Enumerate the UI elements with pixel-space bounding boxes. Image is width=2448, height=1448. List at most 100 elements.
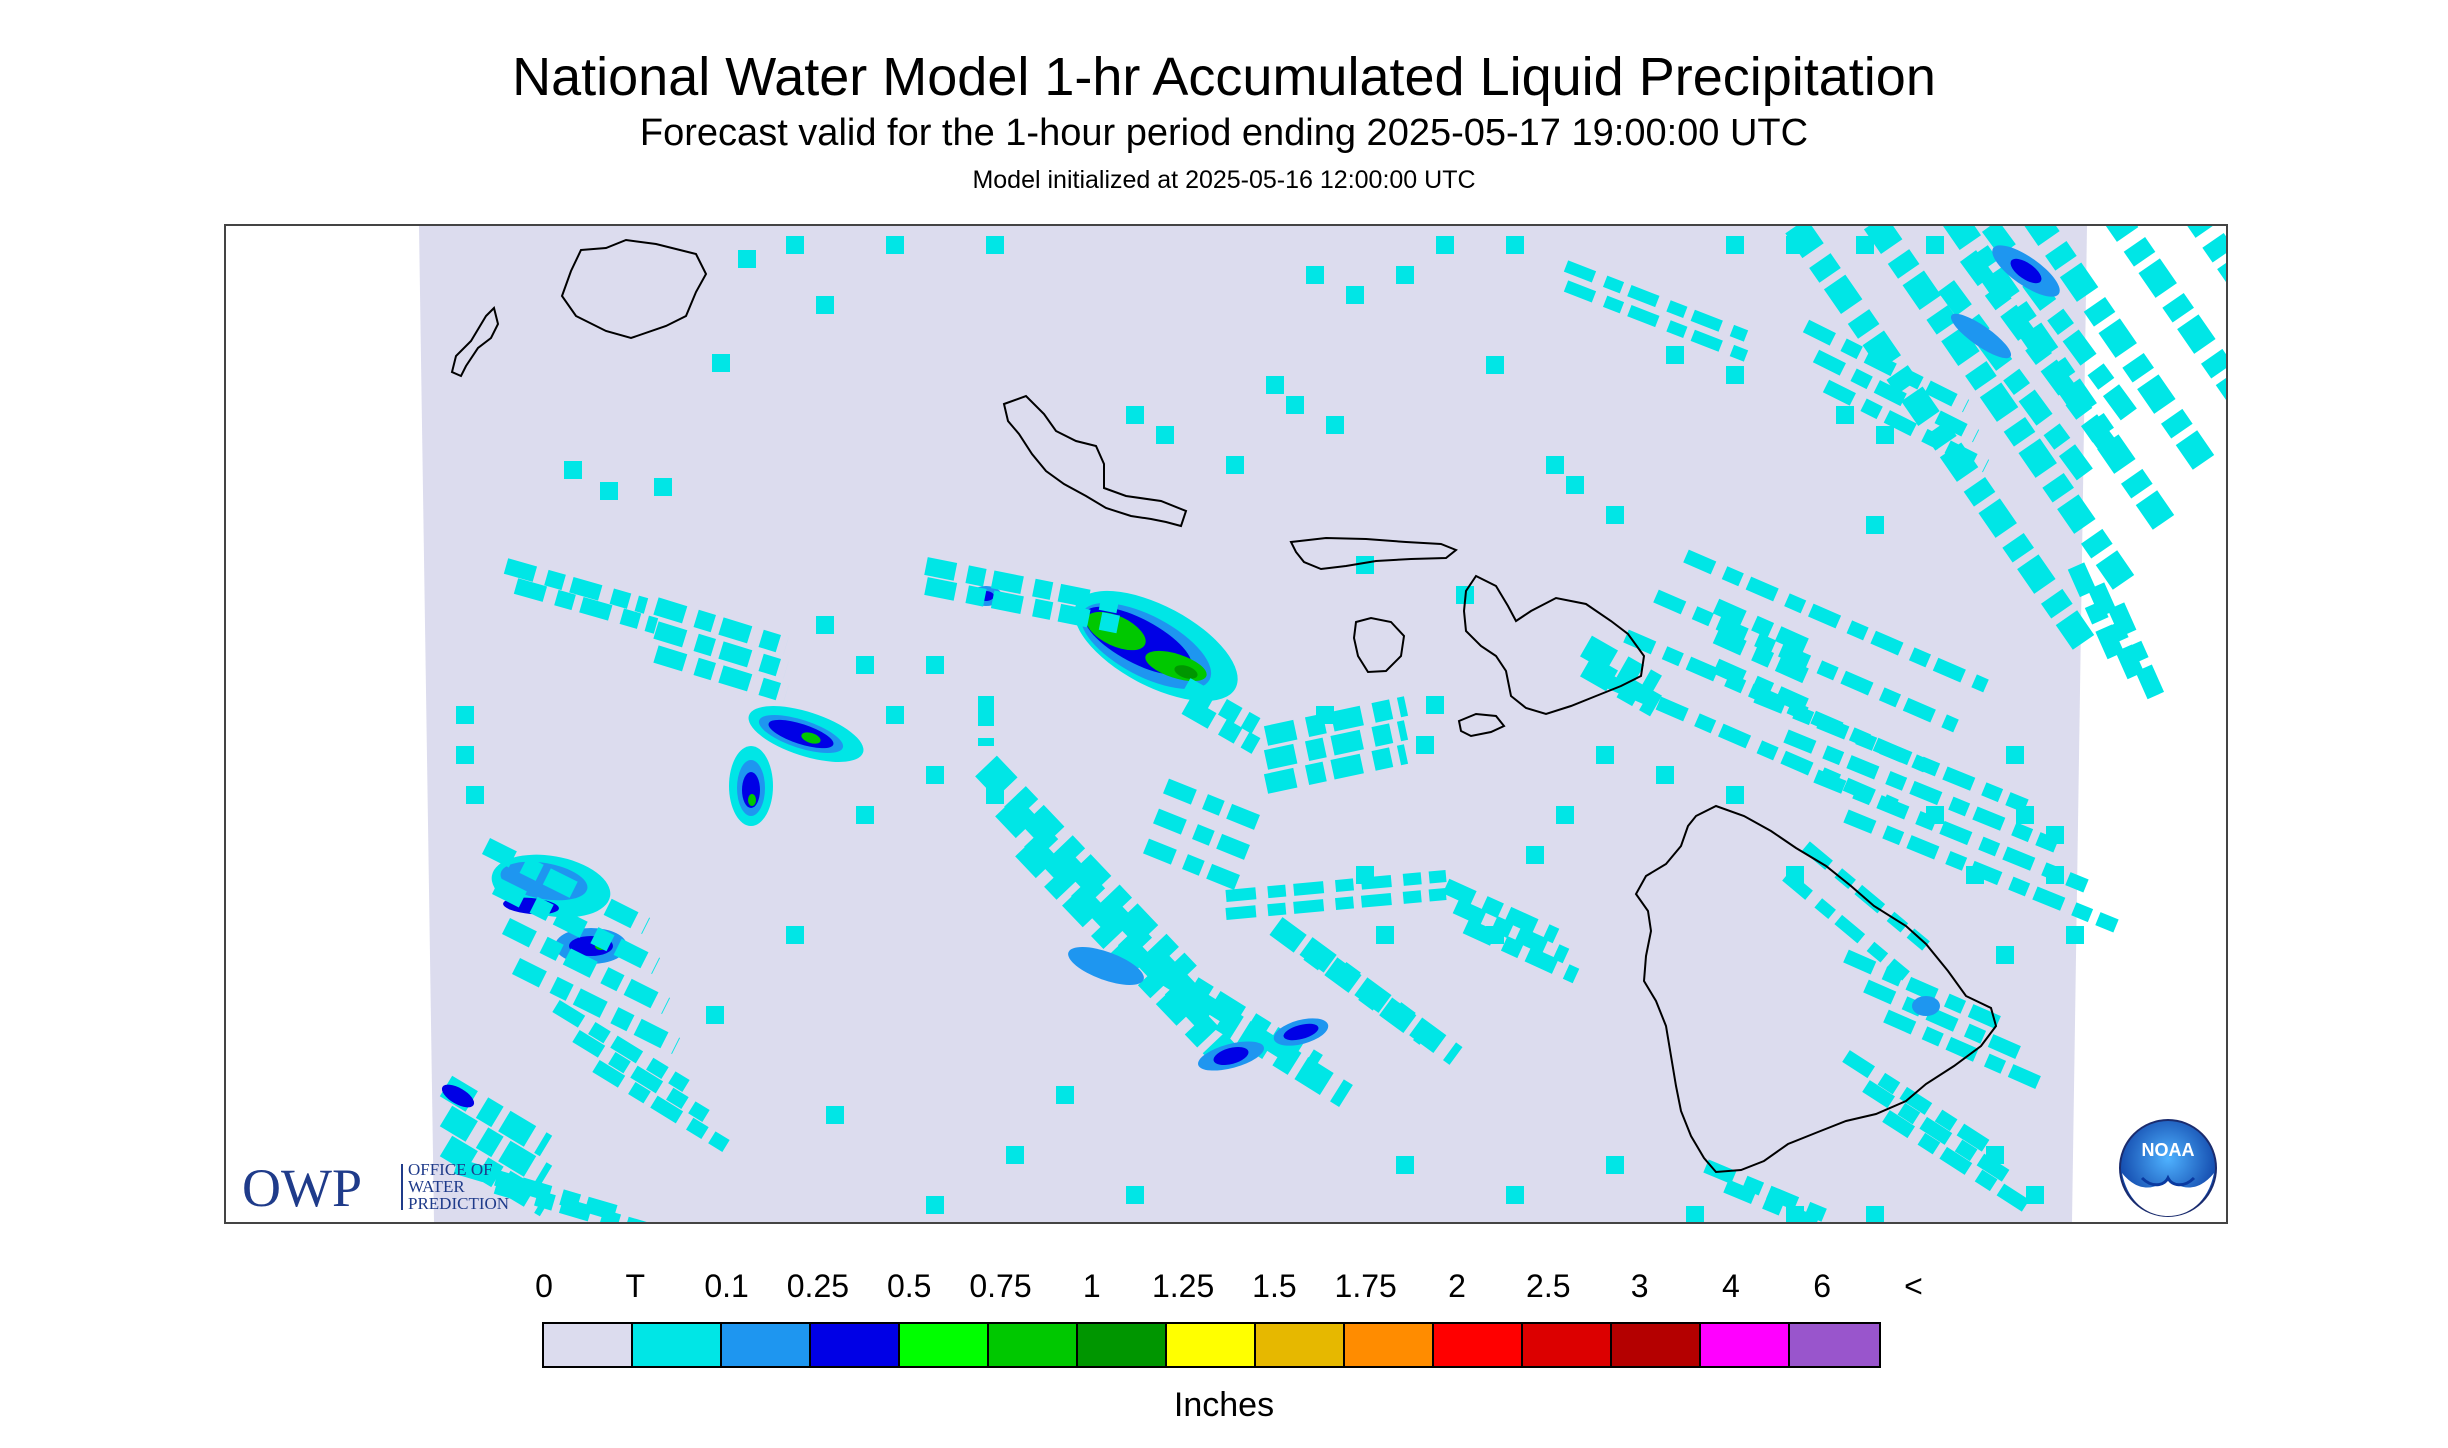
legend-label: < [1904, 1268, 1923, 1304]
legend-swatch [1167, 1324, 1256, 1366]
precip-pixel [1596, 746, 1614, 764]
precip-pixel [926, 656, 944, 674]
legend-label: 0 [535, 1268, 553, 1304]
precip-band [2107, 602, 2165, 700]
precip-band [1263, 720, 1409, 770]
precip-band [1813, 769, 2089, 893]
owp-mark: OWP [242, 1158, 362, 1214]
precip-band [1683, 549, 1989, 693]
precip-band [1842, 1050, 1990, 1152]
legend-swatch [1256, 1324, 1345, 1366]
precip-pixel [1986, 1146, 2004, 1164]
precip-band [653, 645, 789, 703]
precip-pixel [1726, 236, 1744, 254]
legend-label: 0.25 [786, 1268, 850, 1304]
precip-band [503, 558, 649, 614]
precip-pixel [1356, 866, 1374, 884]
map-canvas [419, 226, 2226, 1222]
precip-pixel [1606, 1156, 1624, 1174]
legend-label: 1.25 [1151, 1268, 1215, 1304]
map-title: National Water Model 1-hr Accumulated Li… [512, 47, 1936, 107]
precip-band [1143, 838, 1249, 894]
precip-pixel [2026, 1186, 2044, 1204]
precip-pixel [1506, 236, 1524, 254]
precip-pixel [856, 656, 874, 674]
precip-band [1181, 698, 1261, 754]
precip-pixel [564, 461, 582, 479]
precip-cell [1950, 313, 2012, 359]
precip-pixel [1396, 1156, 1414, 1174]
precip-band [1783, 729, 2059, 853]
precip-pixel [1126, 1186, 1144, 1204]
precip-band [1442, 878, 1560, 944]
precip-band [1181, 678, 1261, 734]
noaa-text: NOAA [2142, 1140, 2195, 1160]
legend-label: 6 [1813, 1268, 1832, 1304]
precip-band [1580, 635, 1662, 697]
coastline-kauai [560, 238, 708, 340]
legend-colorbar [542, 1322, 1881, 1368]
precip-band [1703, 1159, 1829, 1222]
precip-pixel [600, 482, 618, 500]
precipitation-layer [439, 226, 2226, 1222]
precip-cell [1283, 1023, 1319, 1041]
precip-pixel [2016, 806, 2034, 824]
precip-pixel [1326, 416, 1344, 434]
legend-units: Inches [1173, 1386, 1275, 1424]
precip-cell [1213, 1046, 1249, 1066]
precip-cell [748, 794, 756, 806]
precip-band [2024, 226, 2217, 474]
precip-band [1863, 979, 2029, 1063]
coastlines [450, 238, 1998, 1174]
legend-swatch [1345, 1324, 1434, 1366]
precip-band [1163, 778, 1269, 834]
precip-band [1653, 589, 1959, 733]
legend-label: 1 [1082, 1268, 1101, 1304]
legend-swatch [633, 1324, 722, 1366]
precip-pixel [1546, 456, 1564, 474]
legend-label: 0.75 [969, 1268, 1032, 1304]
coastline-molokai [1289, 536, 1458, 571]
precip-cell [1068, 947, 1144, 985]
precip-pixel [786, 236, 804, 254]
precip-band [1712, 658, 1810, 714]
coastline-kahoolawe [1457, 712, 1506, 738]
precip-pixel [856, 806, 874, 824]
precip-pixel [1226, 456, 1244, 474]
precip-pixel [1396, 266, 1414, 284]
precip-band [1563, 280, 1749, 362]
precip-pixel [1666, 346, 1684, 364]
precip-pixel [826, 1106, 844, 1124]
legend-swatch [722, 1324, 811, 1366]
precip-band [1981, 226, 2139, 422]
precip-pixel [1436, 236, 1454, 254]
precip-band [493, 1178, 647, 1222]
precip-pixel [1606, 506, 1624, 524]
precip-band [2067, 562, 2125, 660]
precip-pixel [1376, 926, 1394, 944]
coastline-lanai [1352, 616, 1406, 674]
precip-band [1782, 871, 1910, 981]
precip-band [1263, 696, 1409, 746]
precip-pixel [1656, 766, 1674, 784]
precip-band [491, 877, 661, 975]
map-subtitle: Forecast valid for the 1-hour period end… [639, 112, 1809, 154]
precip-pixel [1726, 786, 1744, 804]
precip-band [1723, 1179, 1831, 1222]
precip-pixel [1966, 866, 1984, 884]
precip-pixel [816, 616, 834, 634]
precip-band [1712, 628, 1810, 684]
noaa-logo: NOAA [2119, 1119, 2217, 1217]
precip-band [513, 578, 659, 634]
owp-text-line-2: WATER [408, 1177, 465, 1196]
precip-band [481, 837, 651, 935]
precip-pixel [1566, 476, 1584, 494]
legend-label: 1.75 [1334, 1268, 1397, 1304]
precip-pixel [654, 478, 672, 496]
coastline-oahu [1002, 394, 1188, 528]
precip-band [1563, 260, 1749, 342]
legend-swatch [989, 1324, 1078, 1366]
precip-band [1883, 1009, 2049, 1093]
precip-pixel [712, 354, 730, 372]
precip-pixel [1726, 366, 1744, 384]
